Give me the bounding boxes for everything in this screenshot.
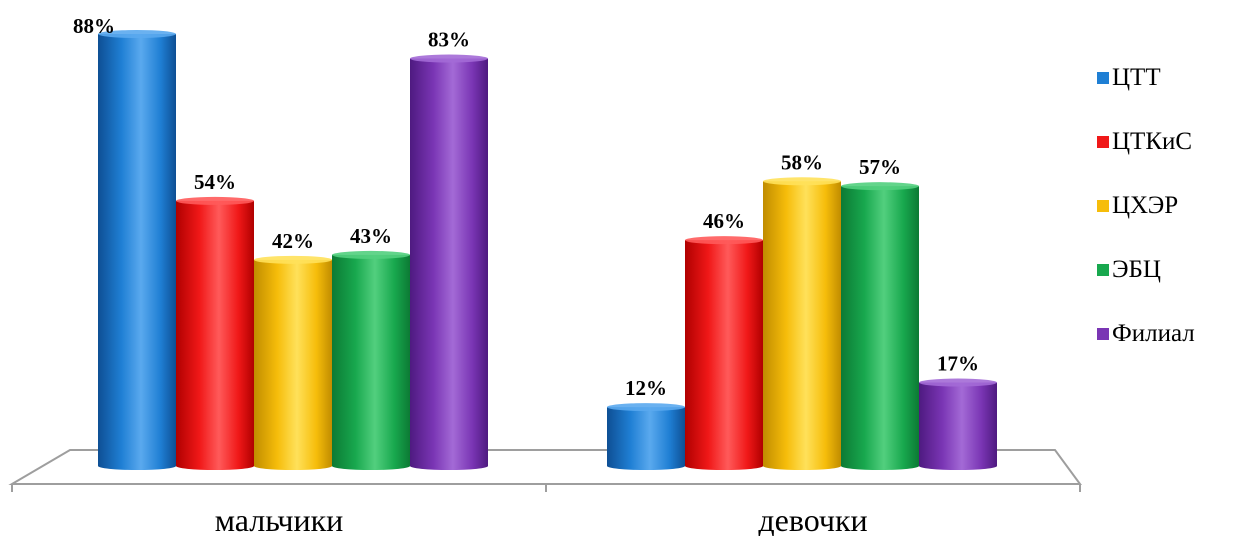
legend-swatch — [1097, 136, 1109, 148]
data-label: 58% — [781, 150, 823, 174]
category-label: девочки — [758, 502, 867, 536]
legend-item: ЦТТ — [1097, 64, 1161, 91]
bar — [98, 30, 176, 470]
bar — [254, 255, 332, 470]
bar — [841, 182, 919, 470]
data-label: 88% — [73, 14, 115, 38]
data-label: 42% — [272, 229, 314, 253]
category-labels-group: мальчики девочки — [215, 502, 868, 536]
bars-group — [98, 30, 997, 471]
legend-label: ЦТТ — [1112, 64, 1161, 91]
legend-item: Филиал — [1097, 320, 1195, 347]
bar — [607, 403, 685, 470]
legend-swatch — [1097, 72, 1109, 84]
bar — [332, 250, 410, 470]
legend-label: ЦТКиС — [1112, 128, 1192, 155]
data-label: 54% — [194, 170, 236, 194]
data-label: 43% — [350, 224, 392, 248]
data-label: 12% — [625, 376, 667, 400]
data-labels-group: 88% 54% 42% 43% 83% 12% 46% 58% 57% 17% — [73, 14, 979, 400]
legend: ЦТТ ЦТКиС ЦХЭР ЭБЦ Филиал — [1097, 64, 1195, 347]
data-label: 17% — [937, 352, 979, 376]
bar — [919, 378, 997, 470]
data-label: 83% — [428, 28, 470, 52]
legend-label: ЭБЦ — [1112, 256, 1161, 283]
legend-item: ЦТКиС — [1097, 128, 1192, 155]
legend-item: ЭБЦ — [1097, 256, 1161, 283]
bar — [176, 196, 254, 470]
bar — [763, 177, 841, 471]
legend-item: ЦХЭР — [1097, 192, 1178, 219]
data-label: 57% — [859, 155, 901, 179]
data-label: 46% — [703, 209, 745, 233]
category-label: мальчики — [215, 502, 344, 536]
bar — [685, 236, 763, 470]
legend-swatch — [1097, 200, 1109, 212]
bar — [410, 54, 488, 470]
legend-label: ЦХЭР — [1112, 192, 1178, 219]
legend-swatch — [1097, 264, 1109, 276]
legend-swatch — [1097, 328, 1109, 340]
legend-label: Филиал — [1112, 320, 1195, 347]
